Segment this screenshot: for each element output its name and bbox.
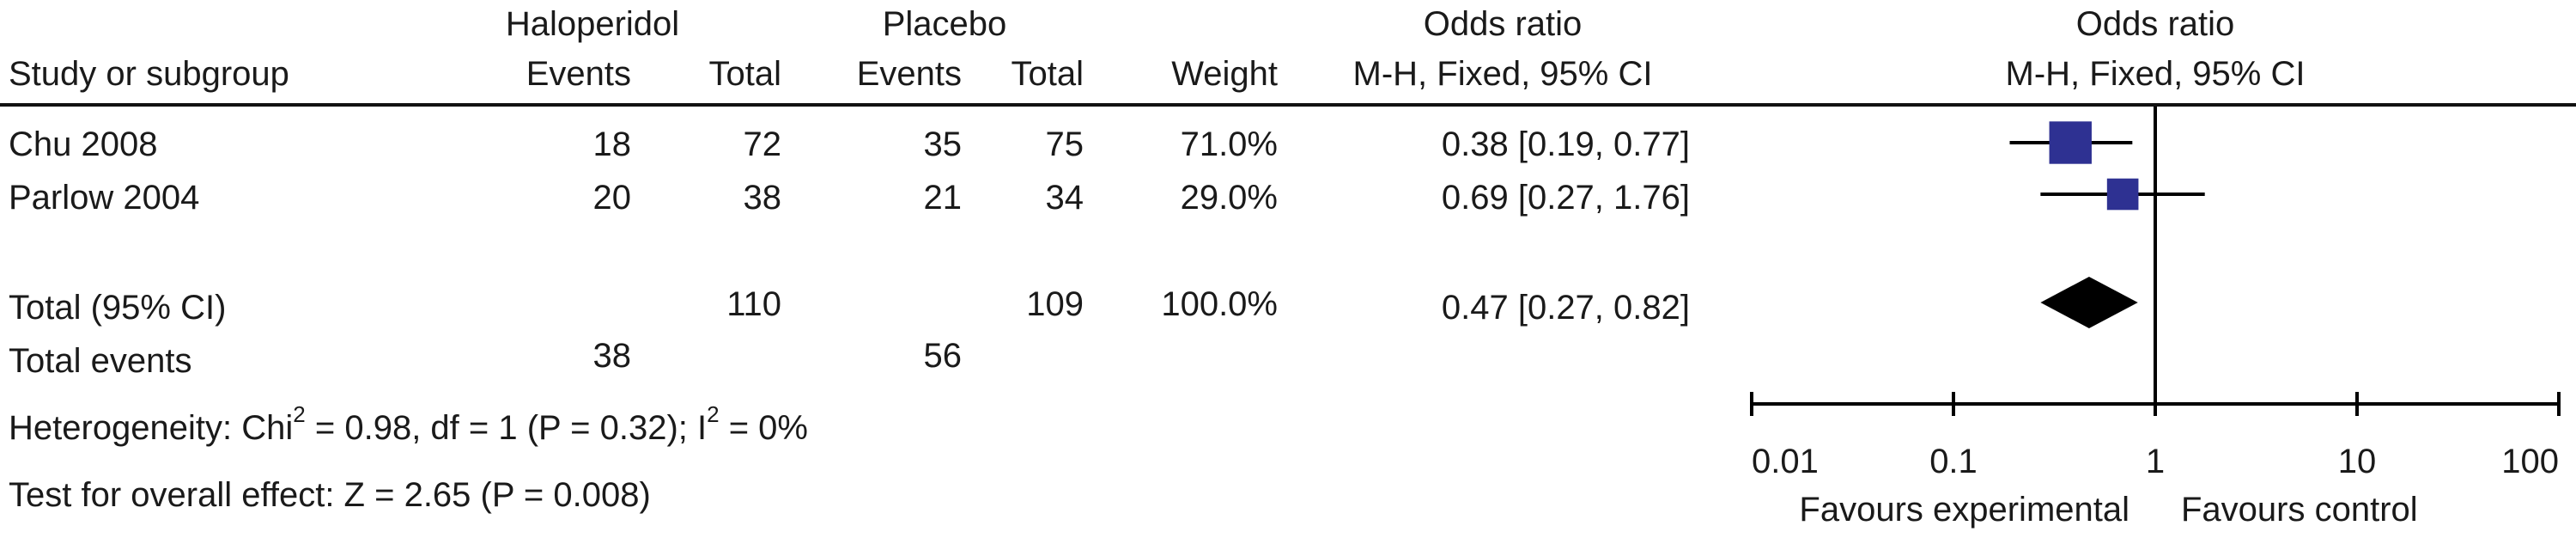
x-tick-label: 0.01 xyxy=(1752,443,1819,480)
group1-header: Haloperidol xyxy=(505,5,680,43)
ci-text: 0.38 [0.19, 0.77] xyxy=(1441,125,1690,163)
events2-header: Events xyxy=(856,55,962,93)
weight-value: 71.0% xyxy=(1180,125,1278,163)
plot-title: Odds ratio xyxy=(2075,5,2235,43)
total2-value: 109 xyxy=(1026,285,1084,323)
ci-text: 0.69 [0.27, 1.76] xyxy=(1441,179,1690,217)
total1-header: Total xyxy=(708,55,782,93)
study-name: Chu 2008 xyxy=(9,125,158,163)
total-events1: 38 xyxy=(592,337,632,375)
study-name: Parlow 2004 xyxy=(9,179,200,217)
events1-header: Events xyxy=(526,55,631,93)
plot-method: M-H, Fixed, 95% CI xyxy=(2005,55,2306,93)
study-column-header: Study or subgroup xyxy=(9,55,289,93)
events2-value: 21 xyxy=(923,179,963,217)
pooled-diamond xyxy=(2040,277,2138,328)
overall-effect-text: Test for overall effect: Z = 2.65 (P = 0… xyxy=(9,476,651,514)
weight-header: Weight xyxy=(1171,55,1278,93)
study-marker xyxy=(2049,121,2092,164)
total-events-label: Total events xyxy=(9,342,192,380)
total2-value: 75 xyxy=(1045,125,1084,163)
or-column-method: M-H, Fixed, 95% CI xyxy=(1352,55,1653,93)
total2-value: 34 xyxy=(1045,179,1084,217)
x-tick-label: 1 xyxy=(2146,443,2165,480)
favours-right-label: Favours control xyxy=(2181,491,2418,529)
events1-value: 20 xyxy=(592,179,632,217)
x-tick-label: 10 xyxy=(2338,443,2377,480)
total-label: Total (95% CI) xyxy=(9,289,227,327)
total-ci-text: 0.47 [0.27, 0.82] xyxy=(1441,289,1690,327)
events2-value: 35 xyxy=(923,125,963,163)
total2-header: Total xyxy=(1011,55,1084,93)
favours-left-label: Favours experimental xyxy=(1799,491,2129,529)
total1-value: 38 xyxy=(743,179,782,217)
header-rule xyxy=(0,103,2576,107)
total1-value: 110 xyxy=(726,285,781,323)
x-tick-label: 0.1 xyxy=(1929,443,1978,480)
x-tick-label: 100 xyxy=(2501,443,2559,480)
events1-value: 18 xyxy=(592,125,632,163)
total-weight: 100.0% xyxy=(1161,285,1278,323)
study-marker xyxy=(2106,178,2139,211)
group2-header: Placebo xyxy=(882,5,1007,43)
or-column-title: Odds ratio xyxy=(1423,5,1583,43)
weight-value: 29.0% xyxy=(1180,179,1278,217)
heterogeneity-text: Heterogeneity: Chi2 = 0.98, df = 1 (P = … xyxy=(9,400,808,447)
total1-value: 72 xyxy=(743,125,782,163)
total-events2: 56 xyxy=(923,337,963,375)
